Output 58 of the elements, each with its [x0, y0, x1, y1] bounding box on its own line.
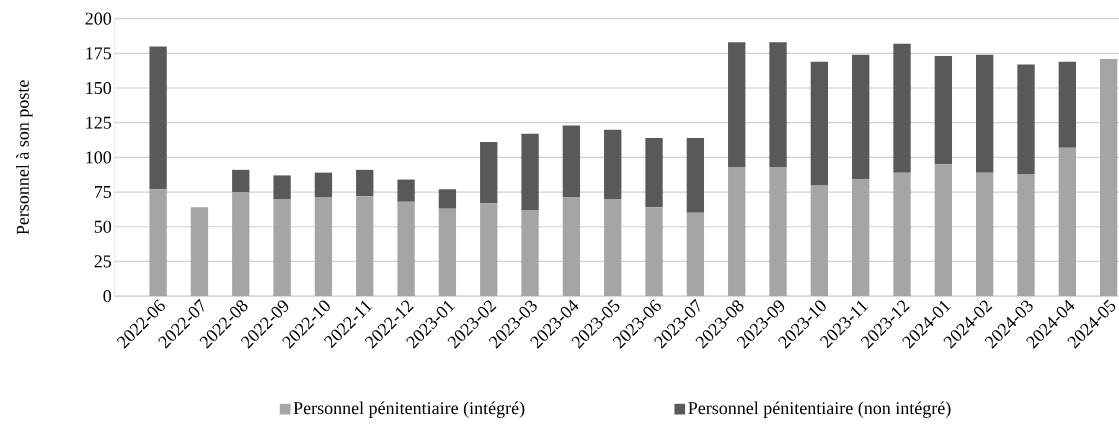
bar — [852, 179, 870, 297]
y-tick-label: 50 — [94, 220, 112, 233]
bar — [562, 197, 581, 297]
bar — [686, 138, 705, 213]
bar — [273, 175, 291, 200]
bar — [480, 203, 498, 297]
bar — [273, 199, 291, 297]
bar — [893, 43, 911, 173]
bar — [728, 167, 746, 297]
bar — [1017, 64, 1035, 175]
bar — [852, 54, 870, 180]
bar — [397, 179, 415, 202]
bar — [562, 125, 581, 198]
bar — [314, 197, 333, 297]
y-tick-label: 200 — [85, 12, 112, 25]
y-tick-label: 125 — [86, 116, 112, 129]
bar — [1058, 61, 1077, 148]
bar — [604, 129, 622, 200]
bar — [728, 42, 746, 168]
legend-label: Personnel pénitentiaire (non intégré) — [688, 401, 951, 419]
bar — [521, 210, 539, 297]
bar — [314, 172, 333, 198]
bar — [149, 189, 167, 297]
y-tick-label: 175 — [86, 47, 112, 60]
bar — [976, 54, 994, 173]
bar — [893, 172, 911, 297]
bar — [1100, 59, 1118, 297]
bar — [645, 207, 663, 297]
bar — [480, 142, 498, 204]
y-tick-label: 25 — [94, 255, 112, 268]
y-tick-label: 75 — [94, 186, 112, 199]
bar — [769, 42, 787, 168]
bar — [976, 172, 994, 297]
bar — [1058, 147, 1077, 297]
y-axis-title: Personnel à son poste — [16, 80, 33, 235]
bar — [769, 167, 787, 297]
y-tick-label: 100 — [86, 151, 112, 164]
bar — [232, 192, 250, 297]
y-tick-label: 150 — [86, 82, 112, 95]
y-tick-label: 0 — [103, 290, 112, 303]
bar — [1017, 174, 1035, 297]
bar — [438, 208, 457, 297]
bar — [149, 46, 167, 190]
bar — [686, 212, 705, 297]
bar — [934, 56, 953, 165]
bar — [645, 138, 663, 208]
bar — [190, 207, 209, 297]
bar — [934, 164, 953, 297]
bar — [810, 61, 829, 186]
bar — [356, 196, 374, 297]
legend-label: Personnel pénitentiaire (intégré) — [293, 401, 525, 419]
bar — [232, 169, 250, 193]
bar — [604, 199, 622, 297]
bar — [521, 133, 539, 211]
bar — [810, 185, 829, 297]
bar — [438, 189, 457, 209]
bar — [397, 201, 415, 297]
bar — [356, 169, 374, 197]
